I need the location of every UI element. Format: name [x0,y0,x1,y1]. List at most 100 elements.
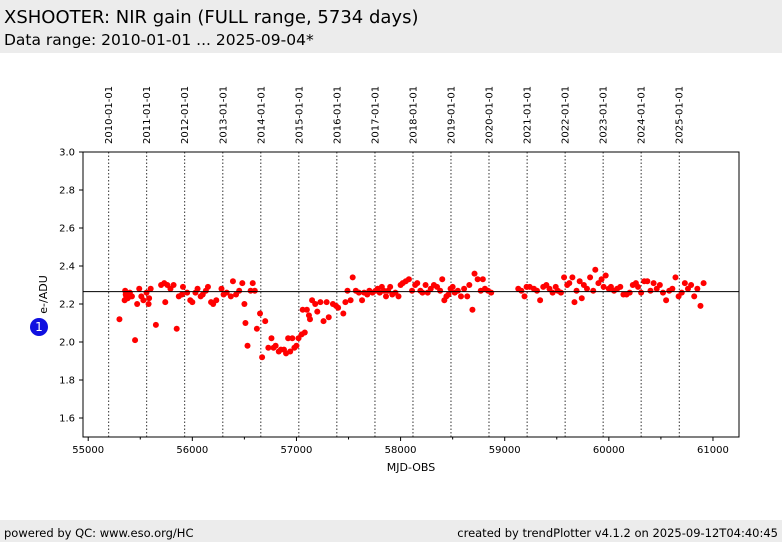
data-point [303,306,310,313]
data-point [598,276,605,283]
year-marker-labels: 2010-01-01 2011-01-01 2012-01-01 2013-01-01… [104,86,686,144]
year-label: 2017-01-01 [370,86,381,144]
data-point [359,297,366,304]
year-label: 2020-01-01 [484,86,495,144]
data-point [518,287,525,294]
data-point [147,285,154,292]
data-point [380,287,387,294]
x-tick-label: 59000 [489,445,521,456]
data-point [469,306,476,313]
data-point [244,342,251,349]
data-point [134,301,141,307]
data-point [189,299,196,306]
data-point [236,287,243,294]
x-tick-label: 55000 [72,445,104,456]
data-point [143,289,150,296]
data-point [533,287,540,294]
year-label: 2021-01-01 [523,86,534,144]
data-point [251,287,258,294]
x-axis-label: MJD-OBS [387,461,435,474]
footer-bar: powered by QC: www.eso.org/HC created by… [0,520,782,542]
x-tick-label: 60000 [593,445,625,456]
data-point [325,314,332,321]
data-point [347,297,354,304]
data-point [454,287,461,294]
data-point [694,285,701,292]
year-label: 2019-01-01 [446,86,457,144]
data-point [312,301,319,307]
data-point [537,297,544,304]
data-point [301,329,308,336]
data-point [259,354,266,361]
data-point [590,287,597,294]
data-point [449,283,456,290]
data-point [422,282,429,288]
data-point [299,306,306,313]
data-point [146,295,153,302]
year-label: 2023-01-01 [599,86,610,144]
data-point [557,289,564,296]
data-point [445,291,452,298]
data-point [466,282,473,288]
footer-created-by: created by trendPlotter v4.1.2 on 2025-0… [457,526,778,540]
data-point [218,285,225,292]
x-tick-label: 56000 [176,445,208,456]
data-point [656,282,663,288]
y-tick-label: 2.0 [59,338,75,349]
data-point [419,289,426,296]
data-point [617,283,624,290]
data-point [659,289,666,296]
x-tick-label: 58000 [385,445,417,456]
data-point [576,278,583,285]
y-tick-label: 3.0 [59,148,75,159]
data-point [566,280,573,287]
data-points [116,266,707,361]
data-point [265,344,272,351]
data-point [461,285,468,292]
data-point [178,291,185,298]
y-tick-label: 2.8 [59,186,75,197]
data-point [439,276,446,283]
data-point [162,299,169,306]
data-point [170,282,177,288]
data-point [247,287,254,294]
data-point [152,321,159,328]
year-label: 2010-01-01 [104,86,115,144]
data-point [342,299,349,306]
data-point [239,280,246,287]
y-tick-label: 2.4 [59,262,75,273]
data-point [549,289,556,296]
data-point [395,293,402,300]
data-point [602,272,609,279]
data-point [600,283,607,290]
data-point [583,285,590,292]
data-point [285,335,292,342]
data-point [697,302,704,309]
data-point [204,283,211,290]
data-point [306,316,313,323]
data-point [268,335,275,342]
data-point [132,337,139,344]
data-point [663,297,670,304]
data-point [471,270,478,277]
header-bar: XSHOOTER: NIR gain (FULL range, 5734 day… [0,0,782,53]
data-point [262,318,269,325]
year-label: 2022-01-01 [561,86,572,144]
data-point [647,287,654,294]
data-point [387,283,394,290]
x-tick-label: 61000 [697,445,729,456]
data-point [227,293,234,300]
y-axis-ticks: 1.6 1.8 2.0 2.2 2.4 2.6 2.8 3.0 [59,148,83,425]
data-point [587,274,594,281]
data-point [573,287,580,294]
year-label: 2018-01-01 [408,86,419,144]
data-point [474,276,481,283]
page-title: XSHOOTER: NIR gain (FULL range, 5734 day… [4,7,419,28]
data-point [289,335,296,342]
y-tick-label: 1.8 [59,376,75,387]
data-point [405,276,412,283]
year-label: 2016-01-01 [332,86,343,144]
info-badge[interactable]: 1 [30,318,48,336]
data-point [293,342,300,349]
data-point [253,325,260,332]
